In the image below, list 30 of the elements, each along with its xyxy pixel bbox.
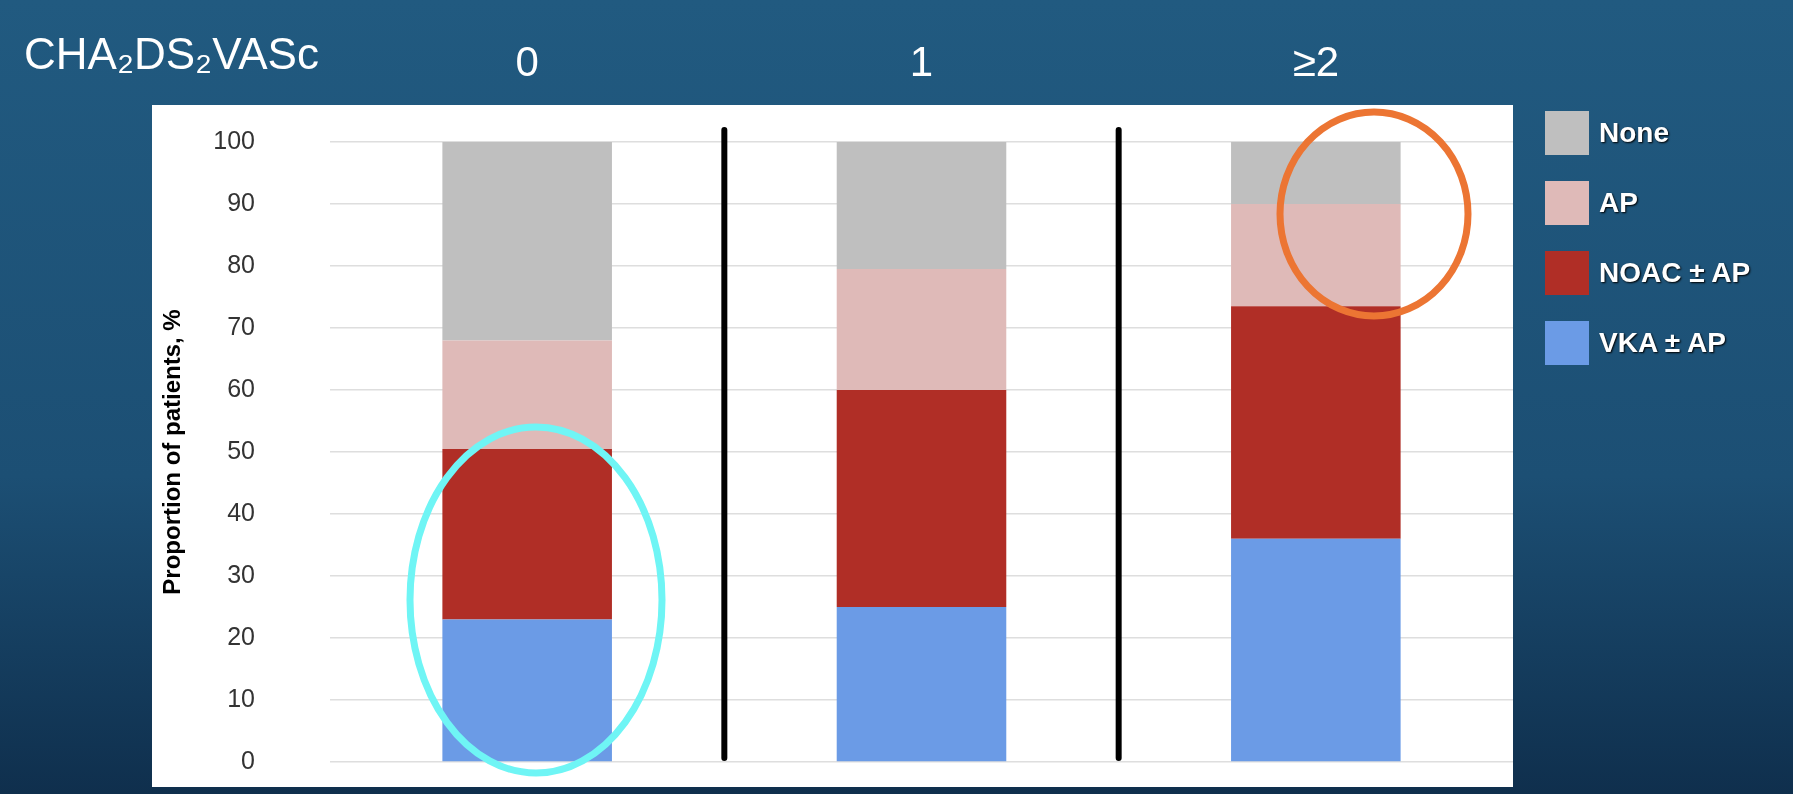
y-tick-label: 10	[227, 683, 255, 712]
y-tick-label: 30	[227, 559, 255, 588]
chart-title: CHA₂DS₂VASc	[24, 28, 319, 80]
y-axis-title: Proportion of patients, %	[158, 309, 186, 595]
bar	[442, 448, 612, 620]
y-tick-label: 70	[227, 311, 255, 340]
y-tick-label: 80	[227, 249, 255, 278]
bar	[836, 607, 1007, 762]
bar	[442, 619, 612, 762]
x-tick-label: ≥2	[1292, 38, 1340, 86]
bar	[836, 142, 1007, 270]
legend-label: NOAC ± AP	[1599, 257, 1751, 289]
y-tick-label: 50	[227, 435, 255, 464]
y-tick-label: 20	[227, 621, 255, 650]
bar	[836, 390, 1007, 607]
y-tick-label: 90	[227, 187, 255, 216]
bar	[442, 142, 612, 341]
bar	[1231, 538, 1401, 762]
y-tick-label: 40	[227, 497, 255, 526]
bar	[836, 269, 1007, 390]
legend-label: None	[1599, 117, 1669, 149]
x-tick-label: 0	[515, 38, 539, 86]
legend-label: VKA ± AP	[1599, 327, 1726, 359]
y-tick-label: 100	[213, 125, 255, 154]
x-tick-label: 1	[909, 38, 934, 86]
bar	[1231, 142, 1401, 204]
legend-label: AP	[1599, 187, 1638, 219]
y-tick-label: 0	[241, 745, 255, 774]
y-tick-label: 60	[227, 373, 255, 402]
bar	[442, 340, 612, 449]
